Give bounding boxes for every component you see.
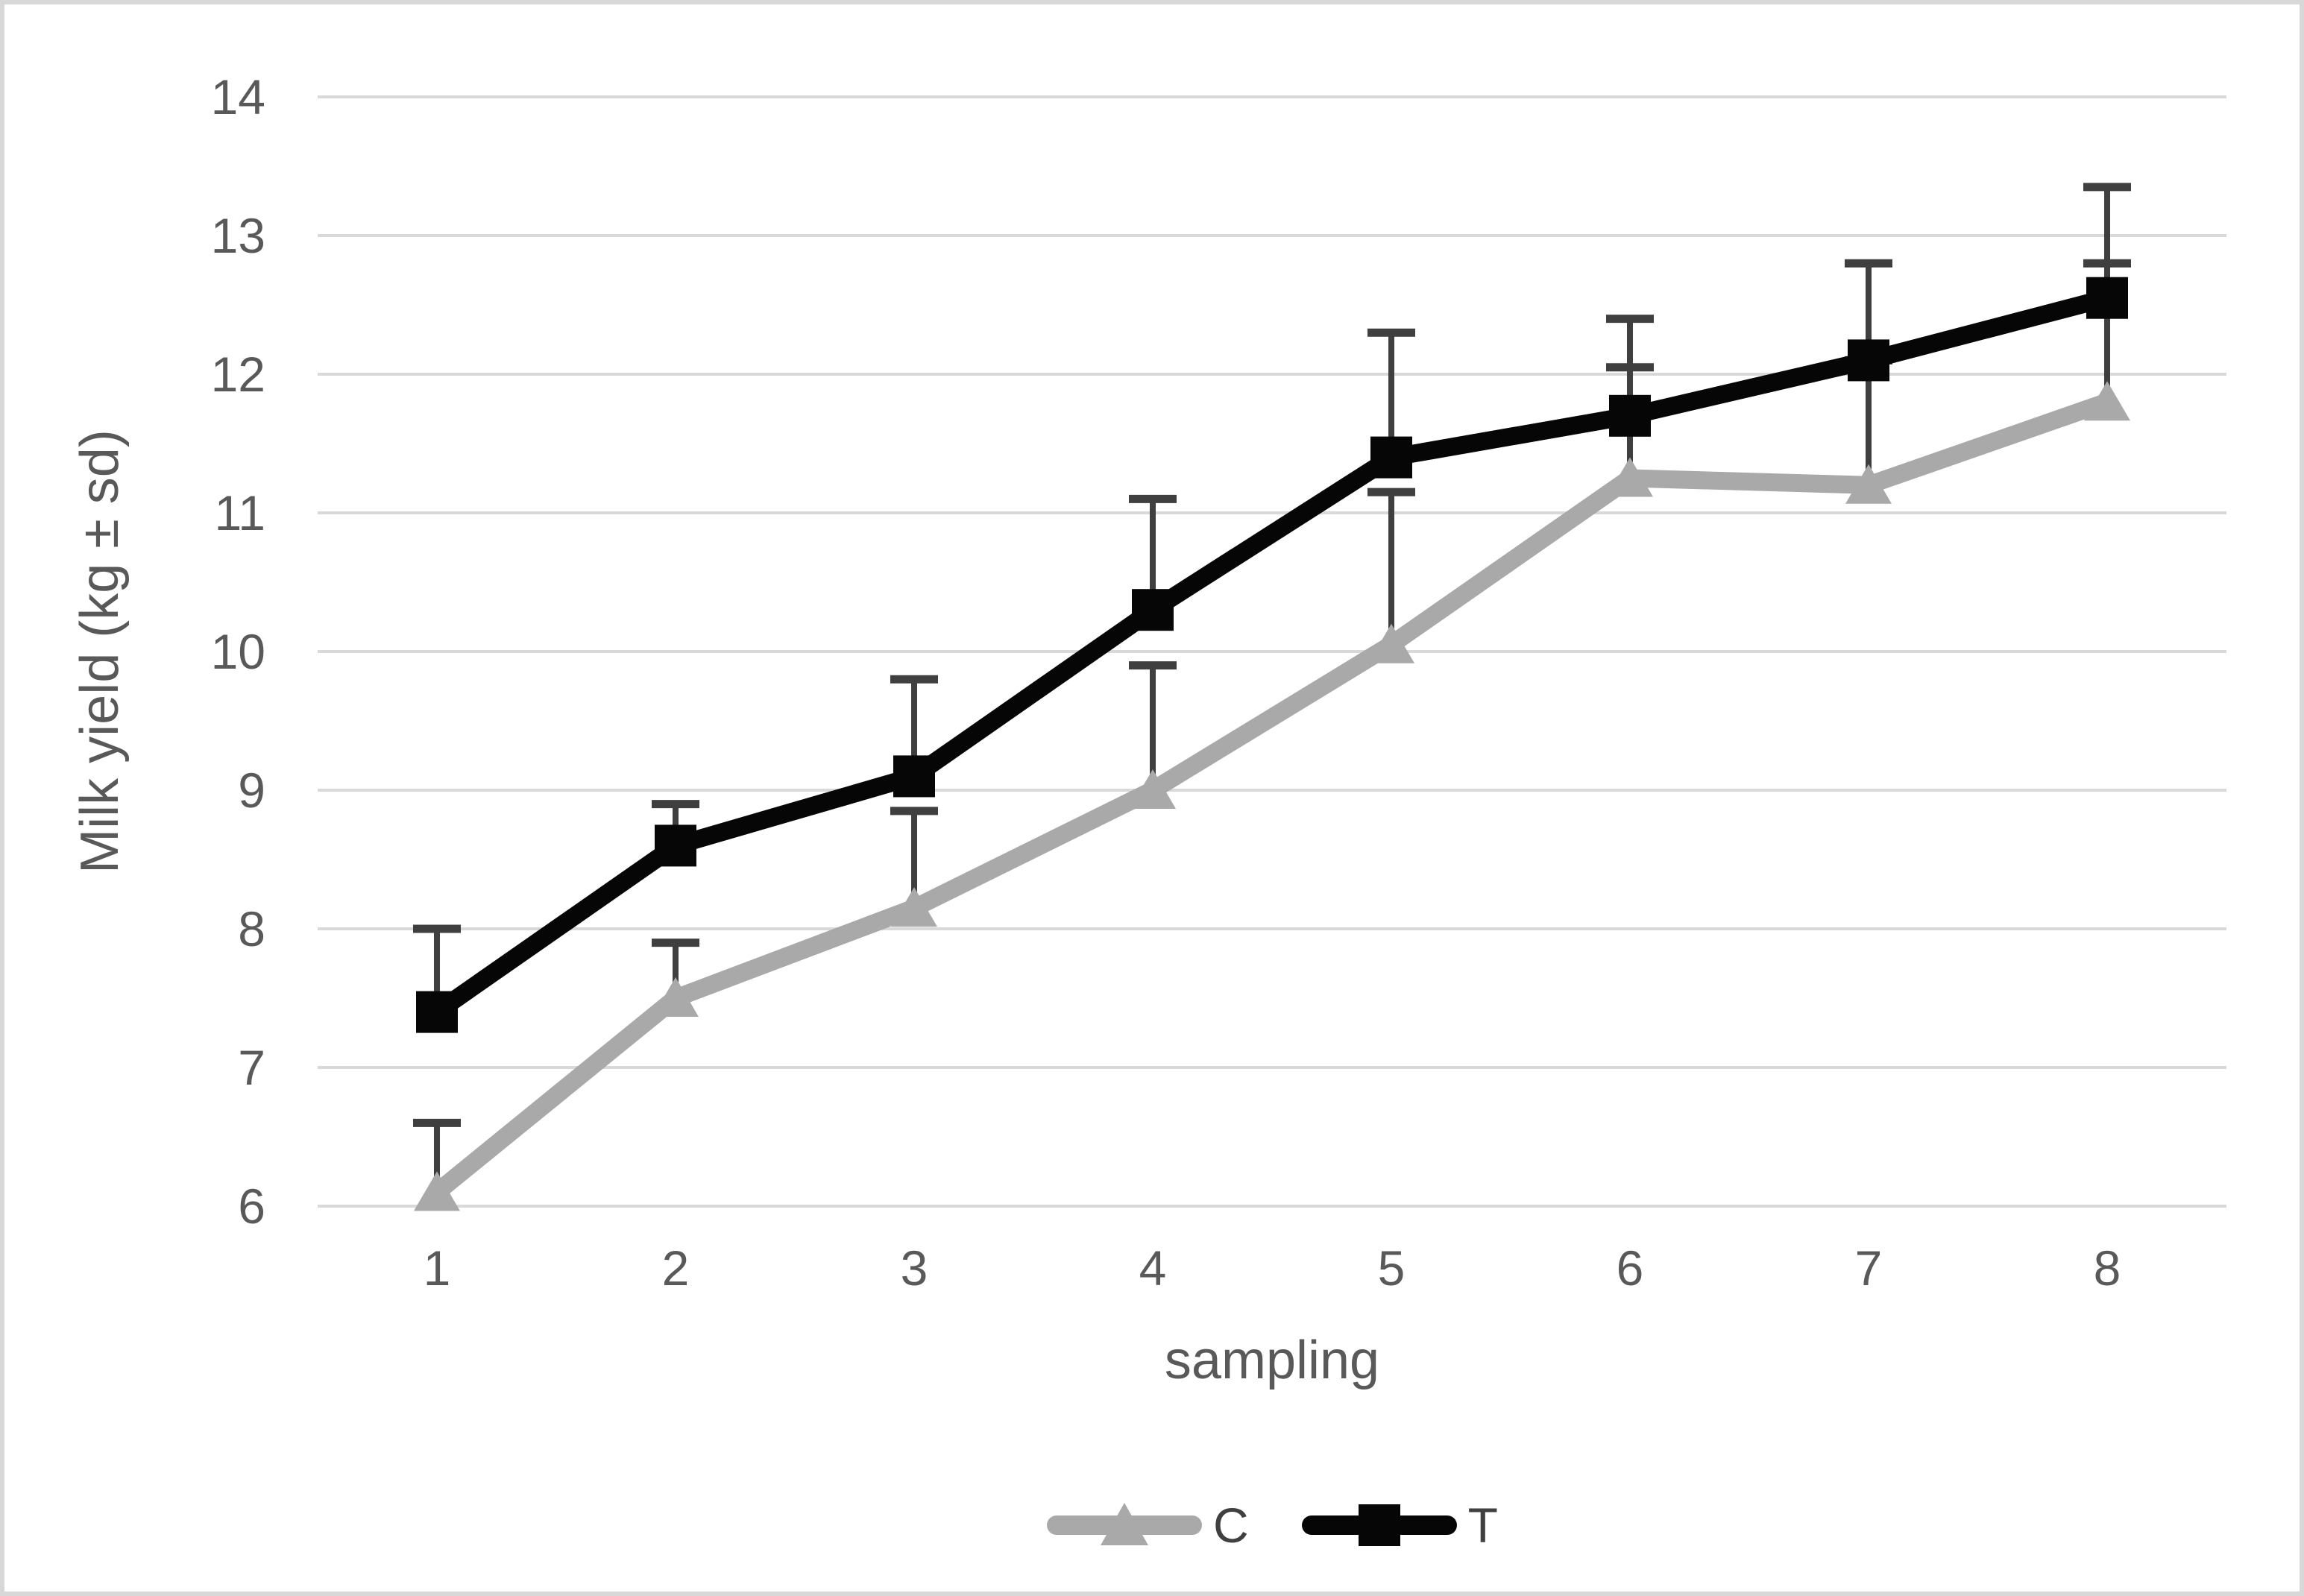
triangle-marker	[652, 977, 699, 1017]
legend-marker-triangle-icon	[1047, 1503, 1202, 1545]
series-C-line	[428, 393, 2116, 1202]
series-T-line	[428, 288, 2116, 1021]
triangle-marker	[414, 1171, 460, 1211]
legend-item-T: T	[1301, 1484, 1498, 1566]
plot-area	[318, 95, 2226, 1211]
y-tick-label-7: 7	[238, 1040, 265, 1095]
y-tick-label-12: 12	[210, 347, 265, 402]
x-tick-label-8: 8	[2093, 1240, 2121, 1296]
legend-marker-square-icon	[1301, 1504, 1457, 1546]
series-T-error-bars	[413, 183, 2131, 1012]
gridlines	[318, 95, 2226, 1208]
square-marker	[1848, 339, 1889, 382]
x-tick-label-5: 5	[1377, 1240, 1406, 1296]
legend-triangle-marker	[1101, 1503, 1148, 1545]
square-marker	[893, 755, 935, 798]
series-T-markers	[416, 277, 2128, 1033]
series-C-markers	[414, 381, 2130, 1211]
triangle-marker	[1130, 769, 1176, 809]
triangle-marker	[891, 887, 937, 927]
x-tick-label-4: 4	[1139, 1240, 1167, 1296]
y-tick-label-8: 8	[238, 901, 265, 956]
square-marker	[1609, 394, 1651, 437]
y-tick-label-6: 6	[238, 1179, 265, 1234]
square-marker	[416, 991, 458, 1033]
square-marker	[1132, 589, 1174, 631]
y-tick-label-11: 11	[214, 485, 265, 540]
x-tick-label-1: 1	[423, 1240, 451, 1296]
x-tick-label-6: 6	[1616, 1240, 1644, 1296]
x-tick-label-7: 7	[1854, 1240, 1883, 1296]
triangle-marker	[2084, 381, 2130, 421]
square-marker	[2086, 277, 2128, 319]
y-tick-label-10: 10	[210, 624, 265, 679]
y-tick-label-9: 9	[238, 763, 265, 818]
legend-square-marker	[1358, 1504, 1400, 1546]
legend-label-C: C	[1213, 1498, 1249, 1553]
x-axis-title: sampling	[1164, 1331, 1380, 1390]
legend-label-T: T	[1467, 1498, 1498, 1553]
triangle-marker	[1845, 464, 1892, 504]
square-marker	[1370, 436, 1412, 479]
y-tick-label-13: 13	[210, 208, 265, 263]
y-tick-label-14: 14	[210, 69, 265, 124]
triangle-marker	[1368, 623, 1414, 663]
x-tick-label-3: 3	[900, 1240, 928, 1296]
triangle-marker	[1607, 457, 1653, 497]
x-tick-label-2: 2	[661, 1240, 690, 1296]
legend-item-C: C	[1046, 1484, 1249, 1566]
square-marker	[655, 824, 696, 867]
